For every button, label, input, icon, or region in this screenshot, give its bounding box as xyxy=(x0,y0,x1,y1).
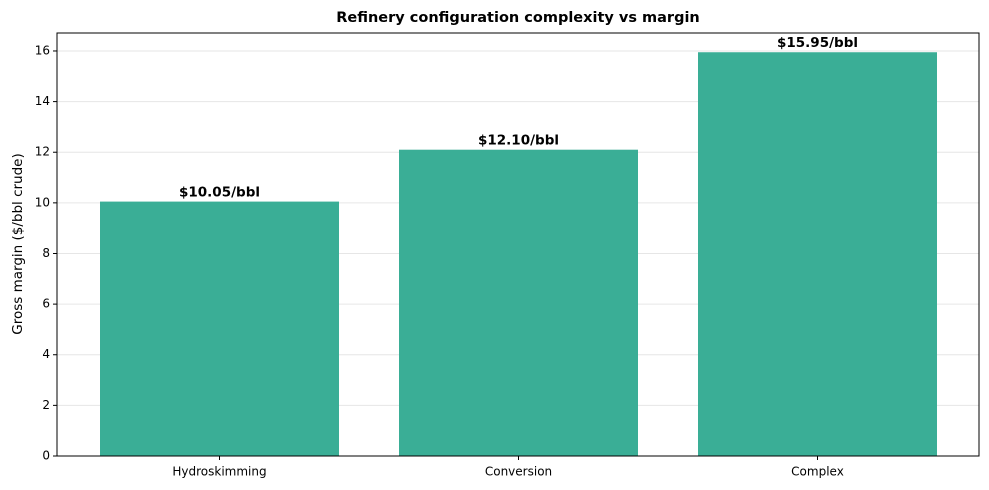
value-label: $12.10/bbl xyxy=(478,133,559,149)
value-label: $15.95/bbl xyxy=(777,35,858,51)
y-tick-label: 4 xyxy=(42,347,50,361)
y-tick-label: 2 xyxy=(42,398,50,412)
y-tick-label: 16 xyxy=(35,43,50,57)
y-tick-label: 6 xyxy=(42,297,50,311)
x-tick-label: Hydroskimming xyxy=(172,465,266,479)
x-tick-label: Conversion xyxy=(485,465,552,479)
y-tick-label: 0 xyxy=(42,449,50,463)
y-tick-label: 10 xyxy=(35,195,50,209)
y-tick-label: 8 xyxy=(42,246,50,260)
bar xyxy=(399,149,638,457)
y-tick-label: 14 xyxy=(35,94,50,108)
y-tick-label: 12 xyxy=(35,145,50,159)
bar xyxy=(698,52,937,457)
x-tick-label: Complex xyxy=(791,465,844,479)
plot-frame xyxy=(56,32,980,457)
bar xyxy=(100,201,339,456)
y-axis-label: Gross margin ($/bbl crude) xyxy=(10,153,26,335)
value-label: $10.05/bbl xyxy=(179,185,260,201)
chart-title: Refinery configuration complexity vs mar… xyxy=(336,10,700,26)
